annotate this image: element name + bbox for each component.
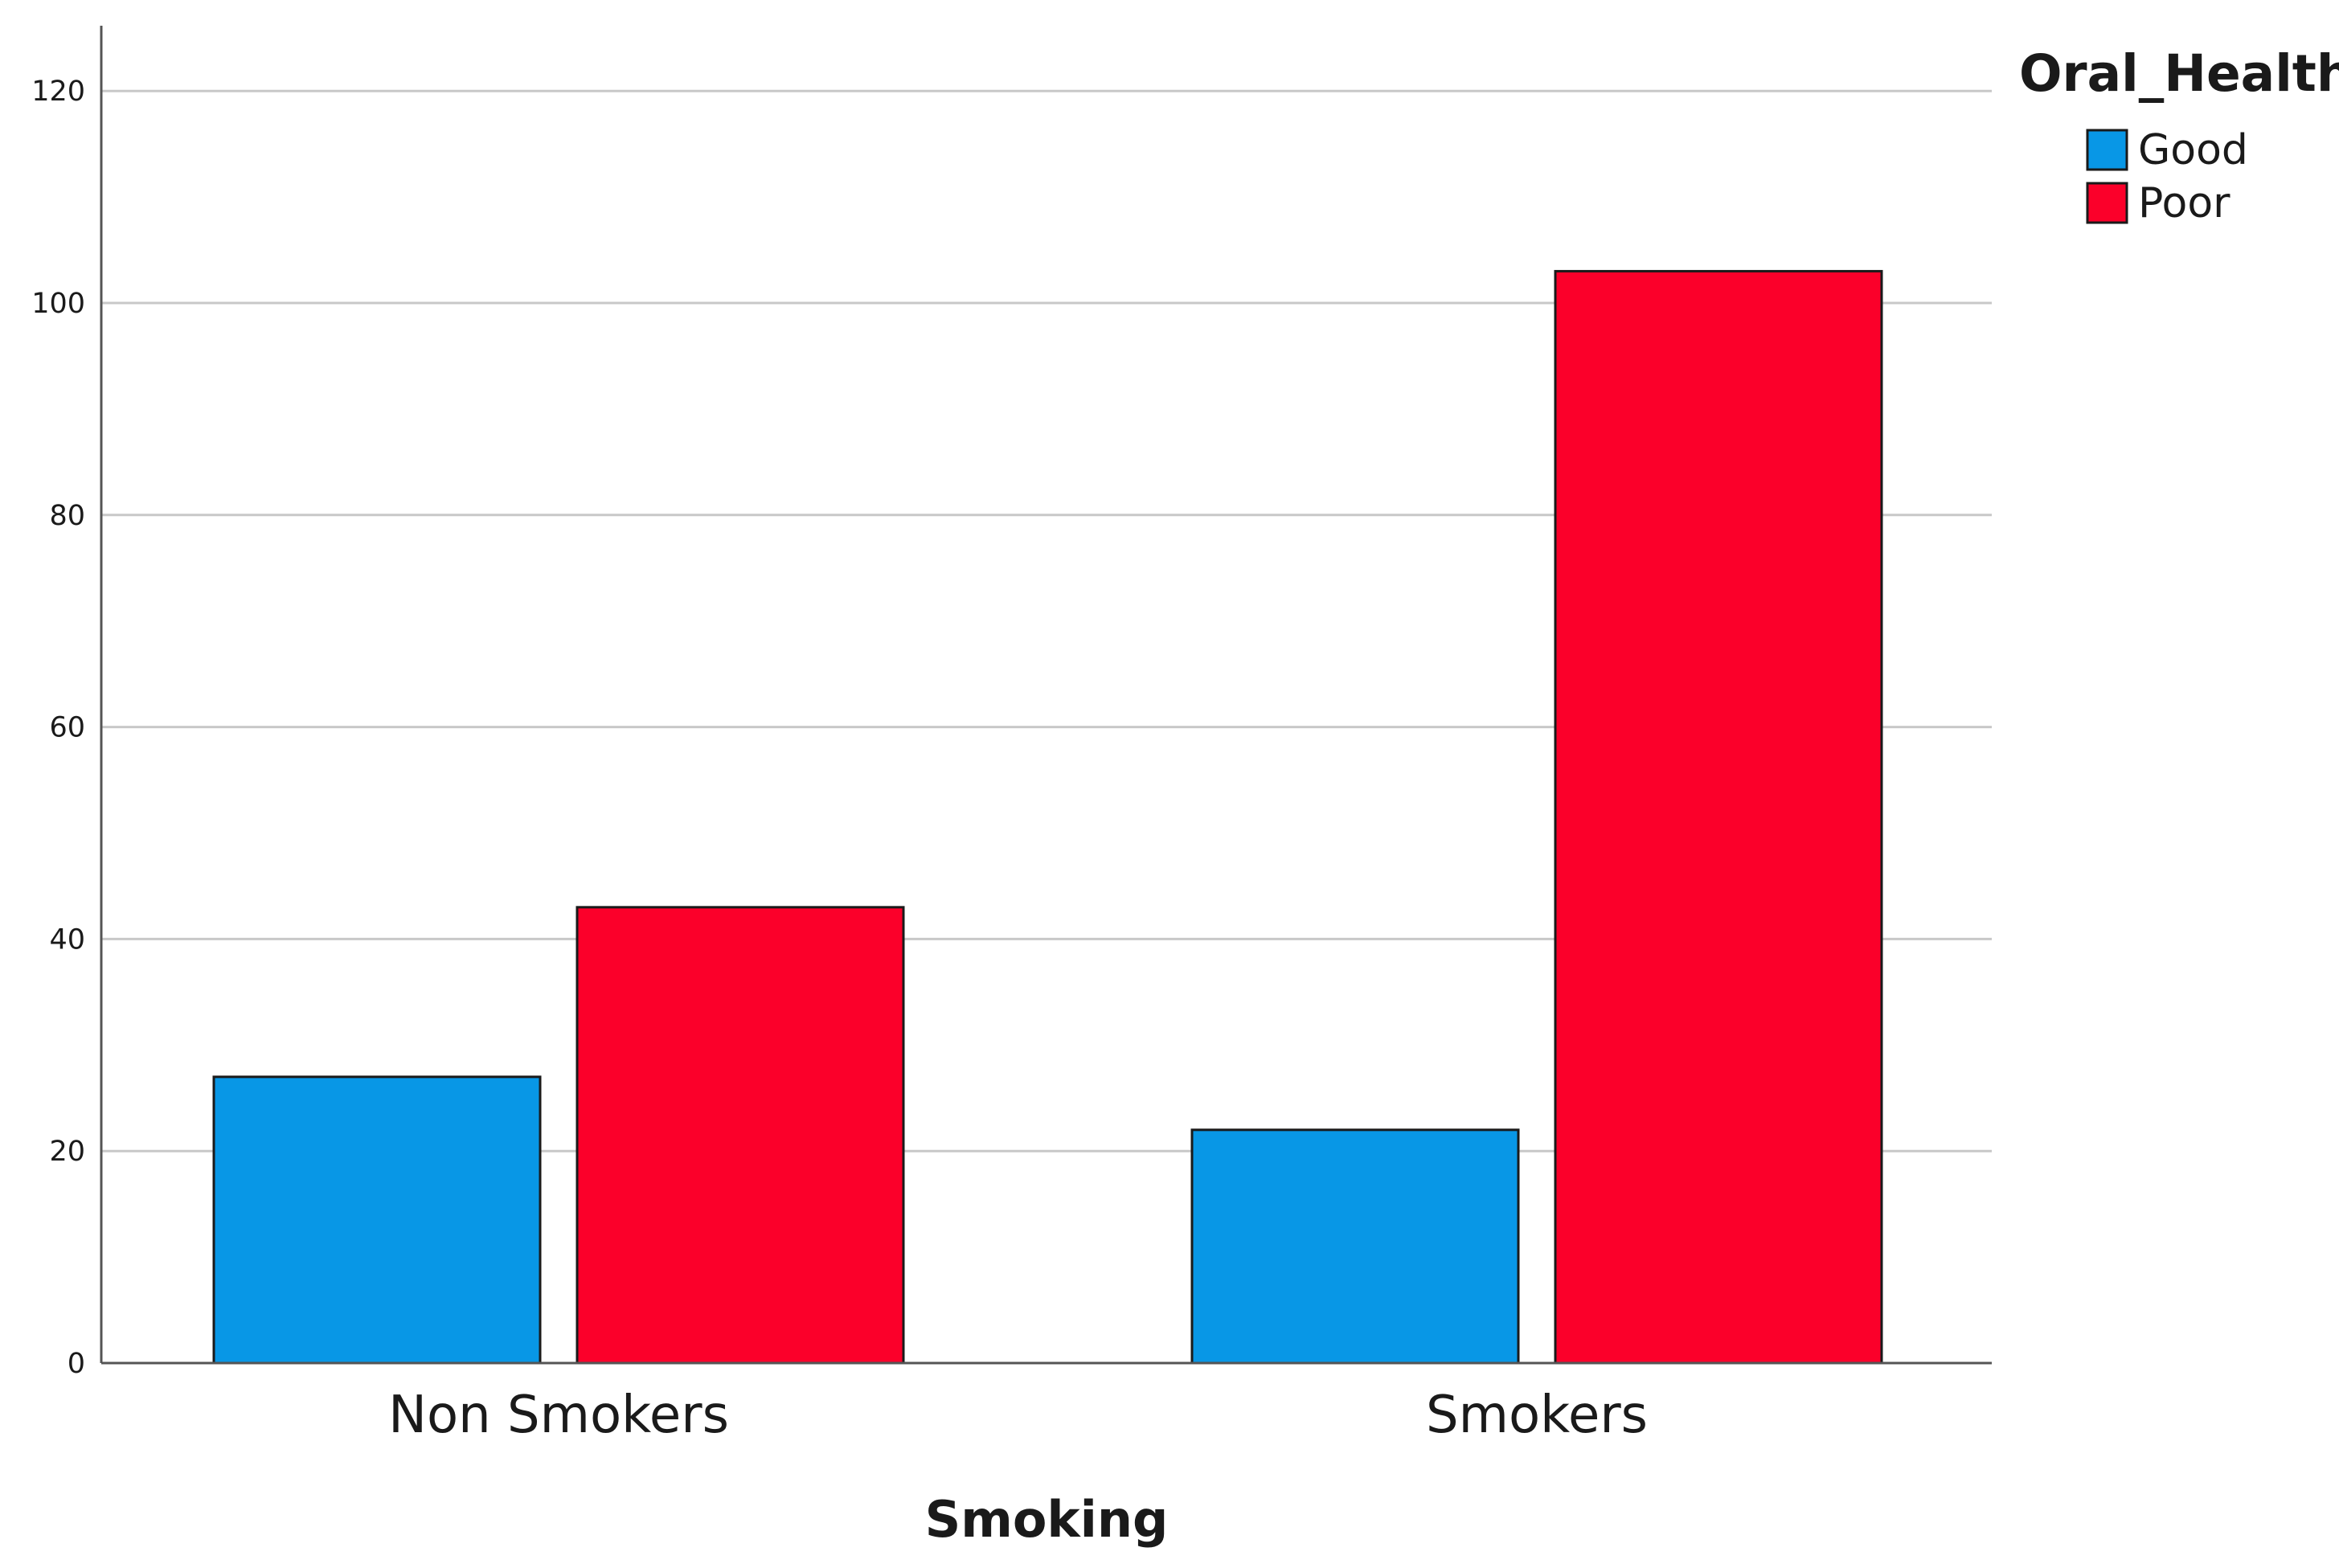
y-tick-label: 40 xyxy=(49,923,85,956)
y-tick-label: 100 xyxy=(31,288,85,320)
y-tick-label: 0 xyxy=(68,1348,85,1380)
y-tick-label: 120 xyxy=(31,76,85,108)
axes xyxy=(100,26,1992,1365)
x-category-label: Non Smokers xyxy=(388,1386,729,1445)
y-tick-label: 80 xyxy=(49,500,85,532)
bar-good-1 xyxy=(1190,1128,1520,1365)
y-tick-label: 20 xyxy=(49,1136,85,1168)
legend-title: Oral_Health xyxy=(2019,44,2339,103)
x-axis-title: Smoking xyxy=(925,1490,1169,1549)
x-category-labels: Non Smokers Smokers xyxy=(388,1386,1648,1445)
x-category-label: Smokers xyxy=(1426,1386,1648,1445)
legend-label-poor: Poor xyxy=(2138,179,2230,227)
bar-good-0 xyxy=(212,1075,542,1365)
legend: Oral_Health Good Poor xyxy=(2019,44,2339,227)
legend-label-good: Good xyxy=(2138,126,2248,174)
bar-poor-1 xyxy=(1554,269,1883,1365)
y-tick-label: 60 xyxy=(49,712,85,744)
bars xyxy=(212,269,1883,1365)
y-tick-labels: 0 20 40 60 80 100 120 xyxy=(31,76,85,1380)
legend-swatch-poor xyxy=(2086,182,2128,224)
legend-swatch-good xyxy=(2086,129,2128,171)
bar-poor-0 xyxy=(576,906,905,1365)
